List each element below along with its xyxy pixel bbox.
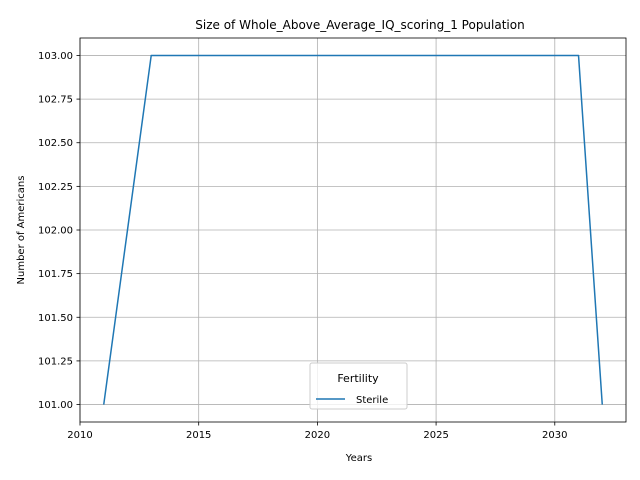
y-tick-label: 101.75 <box>38 269 73 280</box>
y-axis-label: Number of Americans <box>16 176 27 285</box>
y-tick-label: 102.75 <box>38 95 73 106</box>
x-tick-label: 2030 <box>542 430 567 441</box>
y-tick-label: 101.00 <box>38 400 73 411</box>
y-tick-label: 102.25 <box>38 182 73 193</box>
y-tick-label: 102.50 <box>38 138 73 149</box>
y-tick-label: 101.25 <box>38 356 73 367</box>
legend-box <box>309 362 408 410</box>
y-tick-label: 102.00 <box>38 226 73 237</box>
y-axis-ticks: 101.00 101.25 101.50 101.75 102.00 102.25 102.… <box>38 51 80 411</box>
y-tick-label: 101.50 <box>38 313 73 324</box>
series-line-sterile <box>102 54 604 405</box>
legend: Fertility Sterile <box>309 362 408 410</box>
x-tick-label: 2020 <box>305 430 330 441</box>
x-tick-label: 2015 <box>186 430 211 441</box>
x-axis-label: Years <box>345 453 372 464</box>
y-tick-label: 103.00 <box>38 51 73 62</box>
x-tick-label: 2025 <box>423 430 448 441</box>
series-layer <box>102 54 604 405</box>
legend-title: Fertility <box>337 372 379 385</box>
x-axis-ticks: 2010 2015 2020 2025 2030 <box>67 422 568 441</box>
x-tick-label: 2010 <box>67 430 92 441</box>
chart-title: Size of Whole_Above_Average_IQ_scoring_1… <box>195 18 524 32</box>
legend-label-sterile: Sterile <box>356 395 388 406</box>
